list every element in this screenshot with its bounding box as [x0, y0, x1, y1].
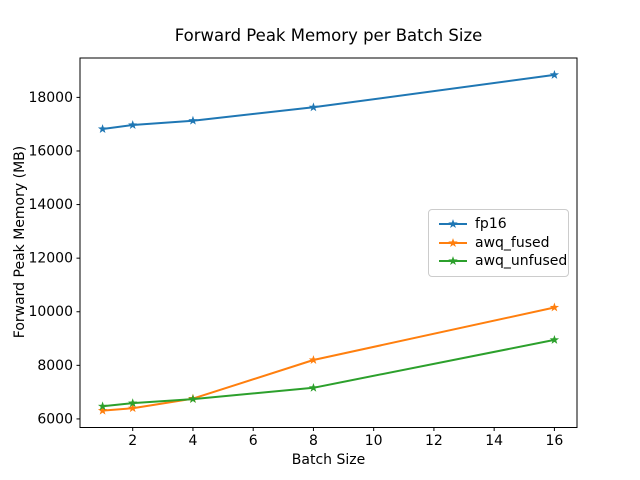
series-marker-awq_unfused: [97, 401, 108, 411]
x-tick-label: 14: [485, 433, 503, 449]
series-marker-fp16: [128, 120, 138, 129]
series-marker-fp16: [188, 115, 198, 125]
legend: fp16 awq_fused awq_unfused: [428, 209, 569, 277]
legend-item-awq-fused: awq_fused: [438, 234, 560, 253]
y-tick-label: 12000: [28, 251, 73, 267]
series-line-fp16: [102, 73, 555, 130]
legend-label: awq_unfused: [475, 253, 568, 270]
x-axis-label: Batch Size: [291, 452, 366, 468]
x-tick-label: 2: [128, 433, 137, 449]
series-marker-awq_fused: [128, 403, 138, 413]
series-marker-awq_fused: [549, 302, 560, 312]
series-line-awq_unfused: [102, 338, 555, 408]
y-axis-label: Forward Peak Memory (MB): [12, 145, 28, 339]
legend-label: fp16: [475, 216, 507, 233]
y-tick-label: 16000: [28, 143, 73, 159]
y-tick-label: 10000: [28, 304, 73, 320]
x-tick-label: 12: [425, 433, 443, 449]
series-line-awq_fused: [102, 306, 555, 412]
legend-label: awq_fused: [475, 234, 550, 251]
series-marker-fp16: [97, 124, 108, 133]
x-tick-label: 4: [188, 433, 197, 449]
legend-item-awq-unfused: awq_unfused: [438, 252, 567, 271]
x-tick-label: 10: [365, 433, 383, 449]
legend-line-sample-icon: [439, 237, 467, 247]
y-tick-label: 18000: [28, 90, 73, 106]
y-tick-label: 14000: [28, 197, 73, 213]
plot-frame: [79, 57, 578, 428]
series-marker-fp16: [549, 69, 560, 79]
y-tick-label: 6000: [37, 411, 73, 427]
legend-line-sample-icon: [439, 256, 467, 266]
series-marker-awq_fused: [97, 405, 108, 415]
series-marker-awq_unfused: [549, 334, 560, 344]
x-tick-label: 8: [309, 433, 318, 449]
series-marker-awq_unfused: [188, 394, 198, 404]
x-tick-label: 6: [249, 433, 258, 449]
chart-title: Forward Peak Memory per Batch Size: [174, 26, 483, 45]
legend-item-fp16: fp16: [438, 215, 560, 234]
x-tick-label: 16: [545, 433, 563, 449]
series-marker-awq_unfused: [128, 398, 138, 408]
series-marker-awq_unfused: [308, 382, 319, 392]
y-tick-label: 8000: [37, 358, 73, 374]
series-marker-fp16: [308, 102, 319, 112]
legend-line-sample-icon: [439, 219, 467, 229]
series-marker-awq_fused: [308, 355, 319, 364]
